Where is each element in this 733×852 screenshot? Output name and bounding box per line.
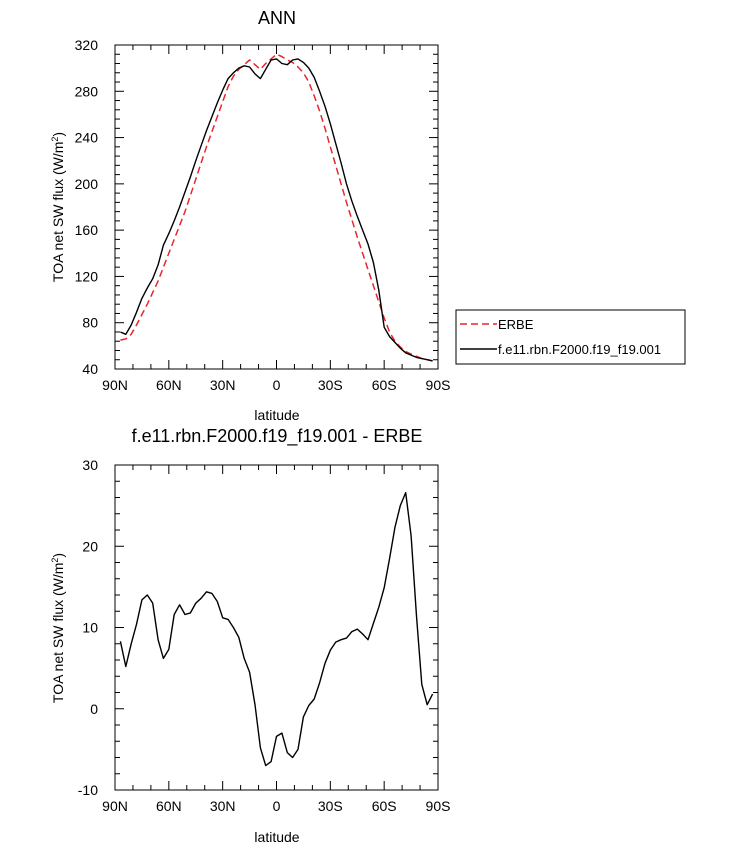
top-chart-ticks: 90N 60N 30N 0 30S 60S 90S 40 80 120 160 200 240 280 32… xyxy=(75,37,451,393)
model-series-line xyxy=(120,58,433,362)
erbe-series-line xyxy=(120,53,433,362)
x-tick-label: 90N xyxy=(102,798,128,814)
y-tick-label: 160 xyxy=(75,222,99,238)
x-tick-label: 60N xyxy=(156,798,182,814)
y-tick-label: 200 xyxy=(75,176,99,192)
top-chart-ylabel: TOA net SW flux (W/m2) xyxy=(50,132,66,282)
x-tick-label: 0 xyxy=(273,377,281,393)
y-tick-label: 120 xyxy=(75,268,99,284)
top-chart-title: ANN xyxy=(258,8,296,28)
legend-label-model: f.e11.rbn.F2000.f19_f19.001 xyxy=(498,342,661,357)
x-tick-label: 30N xyxy=(210,377,236,393)
y-tick-label: 30 xyxy=(82,457,98,473)
x-tick-label: 90S xyxy=(426,798,451,814)
x-tick-label: 90N xyxy=(102,377,128,393)
x-tick-label: 30S xyxy=(318,377,343,393)
y-tick-label: 20 xyxy=(82,538,98,554)
bottom-chart-xlabel: latitude xyxy=(254,829,299,845)
bottom-chart-series xyxy=(119,491,434,767)
x-tick-label: 90S xyxy=(426,377,451,393)
bottom-chart-title: f.e11.rbn.F2000.f19_f19.001 - ERBE xyxy=(132,426,423,447)
x-tick-label: 30N xyxy=(210,798,236,814)
top-chart-xlabel: latitude xyxy=(254,407,299,423)
difference-series-line xyxy=(119,491,434,767)
y-tick-label: 320 xyxy=(75,37,99,53)
top-chart-plot-frame xyxy=(114,44,439,370)
x-tick-label: 60S xyxy=(372,377,397,393)
y-tick-label: -10 xyxy=(78,782,98,798)
bottom-chart-panel: f.e11.rbn.F2000.f19_f19.001 - ERBE TOA n… xyxy=(50,426,450,845)
bottom-chart-ylabel: TOA net SW flux (W/m2) xyxy=(50,553,66,703)
top-chart-panel: ANN TOA net SW flux (W/m2) latitude 90N 6… xyxy=(50,8,686,423)
top-chart-series xyxy=(120,53,433,362)
legend-label-erbe: ERBE xyxy=(498,317,534,332)
y-tick-label: 240 xyxy=(75,130,99,146)
top-chart-legend: ERBE f.e11.rbn.F2000.f19_f19.001 xyxy=(455,309,686,365)
x-tick-label: 60S xyxy=(372,798,397,814)
y-tick-label: 280 xyxy=(75,83,99,99)
bottom-chart-ticks: 90N 60N 30N 0 30S 60S 90S -10 0 10 20 30 xyxy=(78,457,451,814)
x-tick-label: 30S xyxy=(318,798,343,814)
x-tick-label: 60N xyxy=(156,377,182,393)
bottom-chart-plot-frame xyxy=(114,464,439,791)
legend-box xyxy=(455,309,686,365)
y-tick-label: 0 xyxy=(90,701,98,717)
y-tick-label: 40 xyxy=(82,361,98,377)
y-tick-label: 80 xyxy=(82,315,98,331)
x-tick-label: 0 xyxy=(273,798,281,814)
y-tick-label: 10 xyxy=(82,620,98,636)
